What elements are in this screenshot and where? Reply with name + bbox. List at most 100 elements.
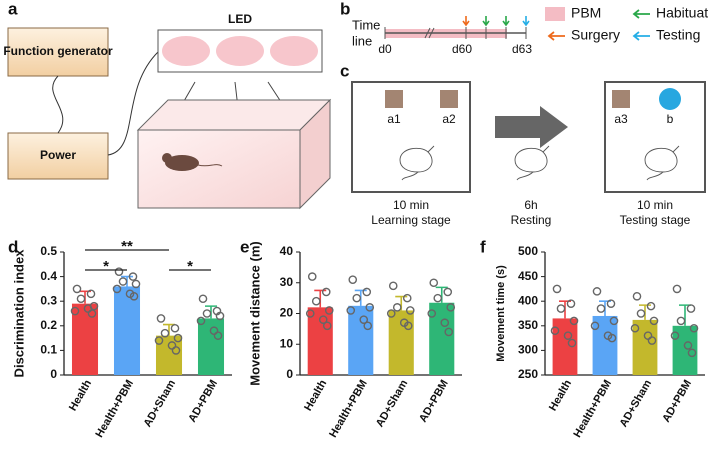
y-tick-label: 20 xyxy=(280,306,294,320)
data-point xyxy=(352,293,362,303)
y-axis-label: Movement time (s) xyxy=(495,265,507,362)
data-point xyxy=(311,296,321,306)
object xyxy=(659,88,681,110)
y-tick-label: 400 xyxy=(518,293,538,307)
timeline-tick xyxy=(384,27,527,39)
data-point xyxy=(170,323,180,333)
data-point xyxy=(363,321,373,331)
data-point xyxy=(213,331,223,340)
data-point xyxy=(607,333,617,343)
significance-label: * xyxy=(103,258,109,275)
data-point xyxy=(388,281,398,291)
bar xyxy=(429,302,455,375)
bar xyxy=(672,325,698,375)
data-point xyxy=(154,336,164,345)
data-point xyxy=(202,309,212,318)
data-point xyxy=(403,321,413,331)
data-point xyxy=(114,267,124,276)
data-point xyxy=(173,333,183,343)
data-point xyxy=(443,287,453,297)
legend-arrow xyxy=(632,31,650,41)
panel-label: e xyxy=(240,237,249,256)
y-tick-label: 350 xyxy=(518,318,538,332)
data-point xyxy=(552,284,562,294)
panel-label: f xyxy=(480,237,486,256)
x-tick-label: AD+PBM xyxy=(660,378,694,425)
bar xyxy=(197,318,225,375)
data-point xyxy=(433,293,443,303)
x-tick-label: AD+Sham xyxy=(374,378,411,429)
data-point xyxy=(171,346,181,355)
data-point xyxy=(318,315,328,324)
bar xyxy=(113,286,141,375)
data-point xyxy=(550,326,560,336)
data-point xyxy=(563,331,573,340)
y-tick-label: 0.1 xyxy=(40,343,57,357)
significance-label: * xyxy=(187,258,193,275)
x-tick-label: AD+Sham xyxy=(142,378,179,429)
data-point xyxy=(632,291,642,301)
y-axis-label: Discrimination index xyxy=(11,249,26,378)
object-label: a2 xyxy=(442,112,456,126)
legend-arrow xyxy=(632,9,650,19)
mouse xyxy=(162,153,172,163)
data-point xyxy=(112,284,122,294)
led-label: LED xyxy=(228,12,252,26)
bar xyxy=(592,315,618,375)
arrow xyxy=(495,106,568,148)
cable xyxy=(52,75,64,134)
day-label: d60 xyxy=(452,42,472,56)
data-point xyxy=(72,284,82,294)
data-point xyxy=(365,303,375,312)
panel-label: b xyxy=(340,0,350,18)
data-point xyxy=(647,336,657,345)
timeline-label: Time xyxy=(352,17,380,32)
object-label: a1 xyxy=(387,112,401,126)
legend-swatch xyxy=(545,7,565,21)
data-point xyxy=(392,303,402,312)
data-point xyxy=(215,311,225,321)
data-point xyxy=(567,338,577,348)
y-tick-label: 0.5 xyxy=(40,244,57,258)
x-tick-label: AD+PBM xyxy=(417,378,451,425)
box-label: Power xyxy=(40,148,76,162)
data-point xyxy=(348,275,358,284)
data-point xyxy=(670,331,680,340)
x-tick-label: AD+PBM xyxy=(186,378,220,425)
y-axis-label: Movement distance (m) xyxy=(247,241,262,385)
data-point xyxy=(321,287,331,297)
data-point xyxy=(156,314,166,323)
data-point xyxy=(362,287,372,297)
x-tick-label: Health xyxy=(547,378,574,413)
x-tick-label: Health xyxy=(302,378,329,413)
stage-name: Testing stage xyxy=(620,213,691,227)
timeline-break xyxy=(424,27,435,39)
box-label: Function generator xyxy=(3,44,113,58)
data-point xyxy=(672,284,682,294)
data-point xyxy=(86,289,96,299)
data-point xyxy=(649,316,659,326)
data-point xyxy=(446,303,456,312)
function-generator-box xyxy=(7,27,109,77)
data-point xyxy=(606,299,616,308)
led xyxy=(162,36,210,66)
y-tick-label: 0 xyxy=(286,367,293,381)
x-tick-label: Health+PBM xyxy=(327,378,370,440)
mouse-sketches xyxy=(399,145,680,181)
data-point xyxy=(569,316,579,326)
data-point xyxy=(686,304,696,313)
chart: f Movement time (s) 250 300 350 400 450 500 Heal… xyxy=(480,237,705,440)
data-point xyxy=(359,315,369,324)
chamber-front xyxy=(137,129,301,209)
panel-label: c xyxy=(340,61,349,80)
legend: PBM Habituation Surgery Testing xyxy=(545,5,708,43)
data-point xyxy=(556,304,566,313)
data-point xyxy=(322,321,332,331)
object-label: b xyxy=(667,112,674,126)
day-label: d63 xyxy=(512,42,532,56)
legend-label: Testing xyxy=(656,27,700,43)
data-point xyxy=(609,316,619,326)
